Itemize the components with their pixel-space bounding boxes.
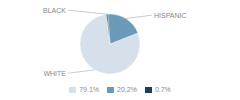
html-text:0.7%: 0.7% (154, 86, 171, 93)
svg-text:WHITE: WHITE (43, 70, 66, 77)
html-text:79.1%: 79.1% (79, 86, 99, 93)
svg-text:BLACK: BLACK (43, 7, 66, 14)
html-text:20.2%: 20.2% (117, 86, 137, 93)
svg-text:HISPANIC: HISPANIC (154, 12, 187, 19)
